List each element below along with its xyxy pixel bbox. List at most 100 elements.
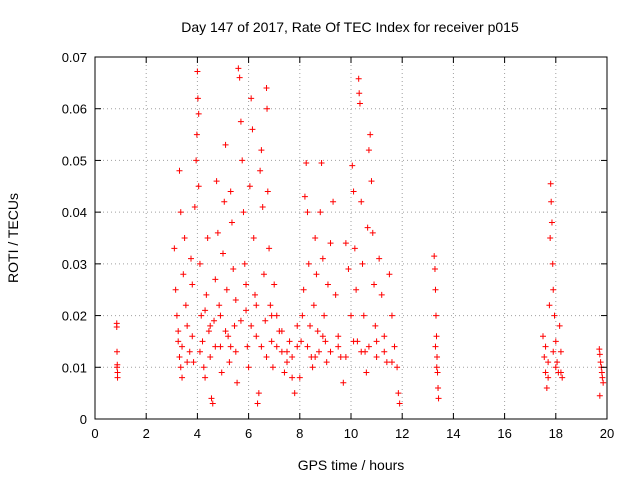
data-point [196, 260, 203, 267]
data-point [303, 160, 310, 167]
data-point [218, 369, 225, 376]
data-point [253, 302, 260, 309]
x-tick-labels: 0 2 4 6 8 10 12 14 16 18 20 [91, 426, 614, 441]
data-point [177, 364, 184, 371]
data-point [236, 74, 243, 81]
data-point [435, 384, 442, 391]
data-point [200, 364, 207, 371]
data-point [204, 235, 211, 241]
data-point [550, 348, 557, 355]
data-point [203, 291, 210, 298]
data-point [388, 359, 395, 366]
data-point [322, 338, 329, 345]
data-point [550, 286, 557, 293]
data-point [191, 203, 198, 210]
data-point [345, 266, 352, 273]
x-tick-label: 18 [549, 426, 563, 441]
data-point [543, 384, 550, 391]
data-point [243, 307, 250, 314]
data-point [296, 374, 303, 381]
x-tick-label: 14 [446, 426, 460, 441]
data-point [365, 343, 372, 350]
data-point [365, 147, 372, 154]
data-point [209, 400, 216, 407]
data-point [350, 338, 357, 345]
data-point [360, 312, 367, 319]
y-tick-label: 0.01 [62, 360, 87, 375]
data-points [113, 65, 607, 407]
data-point [314, 328, 321, 335]
data-point [545, 374, 552, 381]
data-point [321, 312, 328, 319]
data-point [317, 209, 324, 216]
data-point [202, 307, 209, 314]
data-point [237, 317, 244, 324]
data-point [355, 75, 362, 82]
data-point [226, 359, 233, 366]
data-point [207, 322, 214, 329]
y-tick-label: 0.02 [62, 309, 87, 324]
x-tick-label: 6 [245, 426, 252, 441]
data-point [198, 312, 205, 319]
data-point [340, 379, 347, 386]
data-point [431, 266, 438, 273]
data-point [350, 188, 357, 195]
x-tick-label: 8 [296, 426, 303, 441]
data-point [176, 353, 183, 360]
data-point [312, 235, 319, 241]
data-point [190, 359, 197, 366]
data-point [358, 348, 365, 355]
data-point [253, 333, 260, 340]
data-point [307, 322, 314, 329]
data-point [179, 374, 186, 381]
data-point [597, 359, 604, 366]
data-point [540, 333, 546, 340]
data-point [255, 390, 262, 397]
chart-title: Day 147 of 2017, Rate Of TEC Index for r… [181, 19, 519, 35]
data-point [552, 338, 559, 345]
data-point [378, 291, 385, 298]
data-point [548, 198, 555, 205]
data-point [432, 286, 439, 293]
y-tick-label: 0.07 [62, 50, 87, 65]
data-point [243, 281, 250, 288]
data-point [222, 328, 229, 335]
data-point [184, 359, 191, 366]
data-point [433, 333, 440, 340]
data-point [202, 374, 209, 381]
data-point [205, 328, 212, 335]
data-point [349, 162, 356, 169]
data-point [223, 286, 230, 293]
data-point [434, 353, 441, 360]
data-point [222, 141, 229, 148]
data-point [258, 147, 265, 154]
data-point [214, 229, 221, 236]
data-point [244, 343, 251, 350]
data-point [312, 353, 319, 360]
data-point [381, 348, 388, 355]
data-point [386, 271, 393, 278]
data-point [216, 302, 223, 309]
data-point [351, 245, 358, 252]
data-point [176, 167, 183, 174]
data-point [189, 281, 196, 288]
data-point [541, 353, 548, 360]
data-point [171, 245, 178, 252]
data-point [335, 343, 342, 350]
data-point [373, 353, 380, 360]
data-point [434, 369, 441, 376]
data-point [175, 328, 182, 335]
x-tick-label: 10 [344, 426, 358, 441]
data-point [114, 364, 121, 371]
data-point [267, 302, 274, 309]
data-point [237, 118, 244, 125]
data-point [179, 343, 186, 350]
data-point [299, 312, 306, 319]
grid [95, 57, 607, 419]
data-point [300, 286, 307, 293]
data-point [252, 291, 258, 298]
data-point [289, 353, 296, 360]
data-point [356, 90, 363, 97]
data-point [284, 359, 290, 366]
